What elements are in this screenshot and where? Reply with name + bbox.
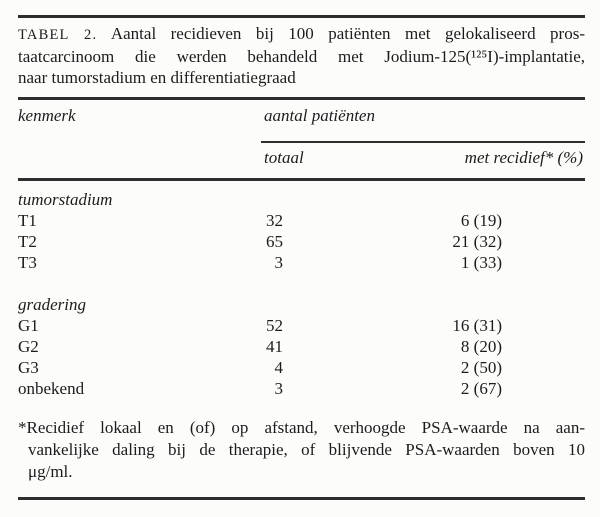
cell-recidief: 6 (19): [460, 211, 502, 230]
table-row: G1 52 16 (31): [18, 315, 585, 336]
table-footnote: *Recidief lokaal en (of) op afstand, ver…: [18, 417, 585, 483]
column-group-rule: [261, 141, 585, 143]
footnote-line-1: *Recidief lokaal en (of) op afstand, ver…: [18, 418, 585, 437]
cell-totaal: 4: [274, 358, 284, 377]
cell-totaal: 3: [274, 379, 284, 398]
bottom-rule: [18, 497, 585, 500]
column-header-totaal: totaal: [264, 148, 304, 167]
row-label: G2: [18, 337, 39, 356]
cell-totaal: 41: [266, 337, 283, 356]
cell-recidief: 8 (20): [460, 337, 502, 356]
caption-line-1: TABEL 2. Aantal recidieven bij 100 patië…: [18, 23, 585, 46]
row-label: T2: [18, 232, 37, 251]
cell-recidief: 2 (50): [460, 358, 502, 377]
table-row: G3 4 2 (50): [18, 357, 585, 378]
table-row: onbekend 3 2 (67): [18, 378, 585, 399]
caption-line-2: taatcarcinoom die werden behandeld met J…: [18, 47, 585, 66]
cell-recidief: 16 (31): [452, 316, 502, 335]
table-caption: TABEL 2. Aantal recidieven bij 100 patië…: [18, 23, 585, 88]
cell-recidief: 1 (33): [460, 253, 502, 272]
caption-line-1-text: Aantal recidieven bij 100 patiënten met …: [110, 24, 585, 43]
footnote-line-3: μg/ml.: [28, 462, 73, 481]
row-label: T1: [18, 211, 37, 230]
header-spacer: [18, 147, 264, 168]
table-row: T3 3 1 (33): [18, 252, 585, 273]
section-title-tumorstadium: tumorstadium: [18, 190, 113, 209]
header-top-rule: [18, 97, 585, 100]
table-row: G2 41 8 (20): [18, 336, 585, 357]
row-label: onbekend: [18, 379, 85, 398]
table-body: tumorstadium T1 32 6 (19) T2 65 21 (32) …: [18, 189, 585, 399]
cell-totaal: 3: [274, 253, 284, 272]
cell-recidief: 21 (32): [452, 232, 502, 251]
section-gap: [18, 273, 585, 294]
header-bottom-rule: [18, 178, 585, 181]
row-label: G3: [18, 358, 39, 377]
table-row: T2 65 21 (32): [18, 231, 585, 252]
table-row: T1 32 6 (19): [18, 210, 585, 231]
cell-totaal: 32: [266, 211, 283, 230]
cell-totaal: 52: [266, 316, 283, 335]
row-label: G1: [18, 316, 39, 335]
column-group-header-aantal-patienten: aantal patiënten: [264, 106, 375, 125]
header-row-1: kenmerk aantal patiënten: [18, 105, 585, 126]
row-label: T3: [18, 253, 37, 272]
table-number-label: TABEL 2.: [18, 27, 98, 43]
header-row-2: totaal met recidief* (%): [18, 147, 585, 168]
footnote-line-2: vankelijke daling bij de therapie, of bl…: [28, 440, 585, 459]
table-frame: TABEL 2. Aantal recidieven bij 100 patië…: [18, 0, 585, 500]
top-rule: [18, 15, 585, 18]
column-header-met-recidief: met recidief* (%): [464, 148, 583, 167]
column-header-kenmerk: kenmerk: [18, 106, 76, 125]
caption-line-3: naar tumorstadium en differentiatiegraad: [18, 68, 296, 87]
cell-recidief: 2 (67): [460, 379, 502, 398]
section-title-gradering: gradering: [18, 295, 86, 314]
cell-totaal: 65: [266, 232, 283, 251]
